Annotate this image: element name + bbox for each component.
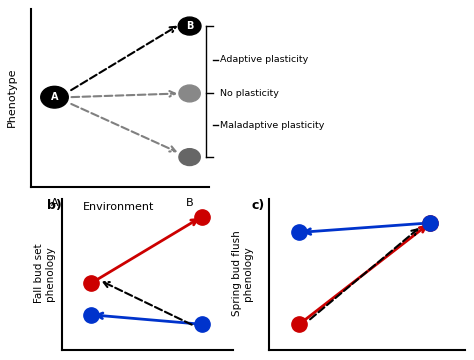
Circle shape <box>179 149 200 166</box>
Text: Adaptive plasticity: Adaptive plasticity <box>220 55 309 64</box>
Text: A: A <box>51 92 58 102</box>
Text: Fall bud set
phenology: Fall bud set phenology <box>34 244 55 303</box>
Text: Spring bud flush
phenology: Spring bud flush phenology <box>232 231 253 316</box>
Circle shape <box>41 86 68 108</box>
Text: No plasticity: No plasticity <box>220 89 279 98</box>
Text: A: A <box>51 198 58 208</box>
Text: b): b) <box>46 199 61 212</box>
Circle shape <box>178 17 201 35</box>
Text: B: B <box>186 21 193 31</box>
Text: B: B <box>186 198 193 208</box>
Text: Environment: Environment <box>83 202 154 212</box>
Circle shape <box>179 85 200 102</box>
Text: Phenotype: Phenotype <box>7 67 17 127</box>
Text: c): c) <box>251 199 264 212</box>
Text: Maladaptive plasticity: Maladaptive plasticity <box>220 121 325 130</box>
